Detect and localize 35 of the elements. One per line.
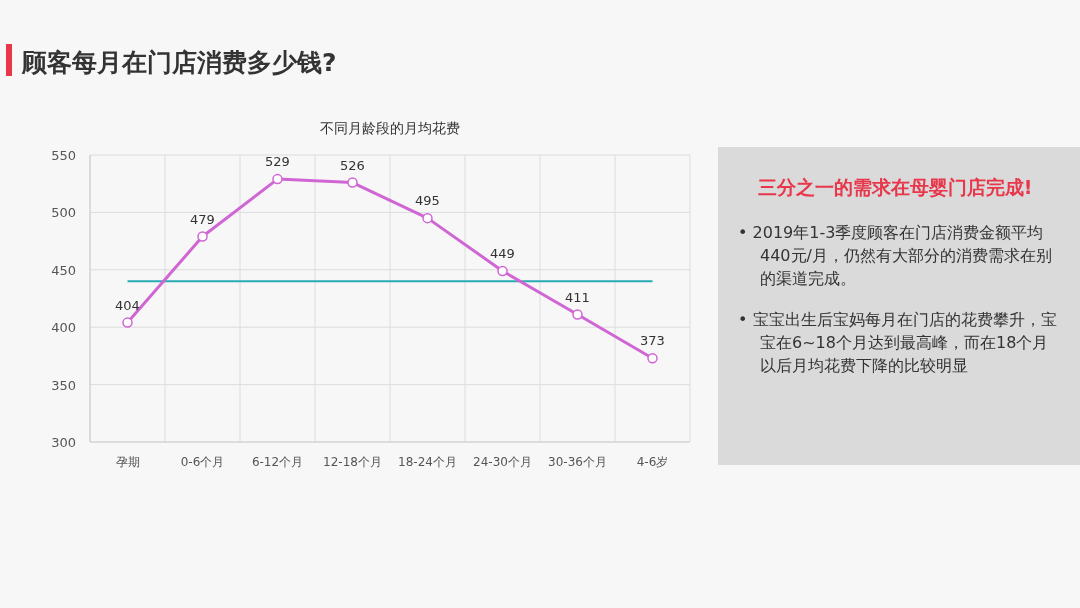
data-label: 411 — [565, 289, 590, 305]
y-tick-label: 350 — [51, 377, 76, 393]
x-tick-label: 0-6个月 — [180, 455, 225, 469]
x-tick-label: 6-12个月 — [251, 455, 304, 469]
text: 三分之一的需求在母婴门店完成! — [756, 175, 1034, 200]
y-tick-label: 300 — [51, 435, 76, 450]
data-label: 526 — [340, 157, 365, 173]
text: • 2019年1-3季度顾客在门店消费金额平均440元/月，仍然有大部分的消费需求在别的渠道完成。 — [738, 222, 1053, 290]
y-tick-label: 400 — [51, 320, 76, 336]
point — [647, 352, 658, 364]
y-tick-label: 550 — [51, 148, 76, 163]
x-tick-label: 30-36个月 — [548, 455, 607, 469]
point — [572, 309, 583, 320]
data-label: 373 — [640, 333, 665, 349]
point — [197, 231, 208, 242]
point — [272, 173, 283, 185]
text: • 宝宝出生后宝妈每月在门店的花费攀升，宝宝在6~18个月达到最高峰，而在18个月以后月均花费下降的比较明显 — [738, 309, 1058, 377]
data-label: 479 — [190, 211, 215, 227]
data-label: 404 — [115, 297, 140, 313]
x-tick-label: 12-18个月 — [323, 455, 382, 469]
y-tick-label: 500 — [51, 205, 76, 221]
x-tick-label: 4-6岁 — [636, 455, 669, 469]
point — [497, 265, 508, 277]
point — [122, 317, 133, 328]
data-label: 449 — [490, 245, 515, 261]
point — [422, 212, 433, 224]
x-tick-label: 孕期 — [115, 455, 140, 469]
y-tick-label: 450 — [51, 262, 76, 278]
x-tick-label: 24-30个月 — [473, 455, 532, 469]
data-label: 495 — [415, 193, 440, 209]
point — [347, 177, 358, 188]
data-label: 529 — [265, 154, 290, 170]
chart-subtitle: 不同月龄段的月均花费 — [320, 120, 460, 136]
chart-title: 顾客每月在门店消费多少钱? — [21, 48, 337, 77]
x-tick-label: 18-24个月 — [398, 455, 457, 469]
